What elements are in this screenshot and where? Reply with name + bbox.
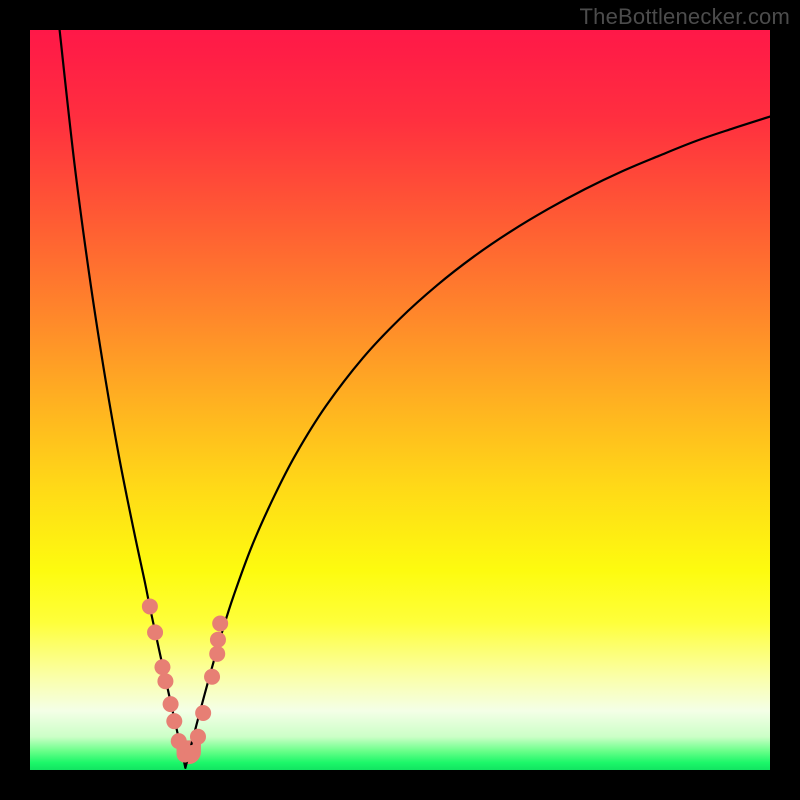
marker-dot [154,659,170,675]
marker-dot [166,713,182,729]
marker-dot [195,705,211,721]
marker-dot [142,598,158,614]
marker-dot [163,696,179,712]
marker-dot [212,615,228,631]
curve-left [60,30,186,768]
marker-dot [204,669,220,685]
plot-area [30,30,770,770]
chart-root: TheBottlenecker.com [0,0,800,800]
marker-dot [190,729,206,745]
watermark-text: TheBottlenecker.com [580,4,790,30]
marker-dot [184,745,200,761]
plot-svg [30,30,770,770]
marker-dot [157,673,173,689]
marker-dot [210,632,226,648]
curve-right [185,117,770,768]
marker-dot [147,624,163,640]
marker-dot [209,646,225,662]
